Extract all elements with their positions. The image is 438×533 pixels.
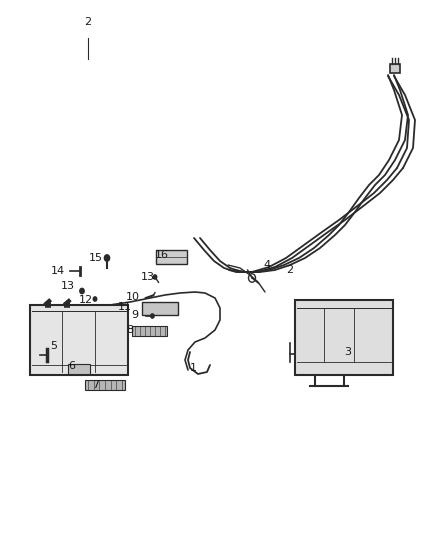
Text: 14: 14 [51, 266, 65, 276]
Text: 4: 4 [263, 260, 271, 270]
Circle shape [93, 297, 97, 301]
Bar [390, 64, 400, 74]
Circle shape [80, 288, 84, 294]
Bar [156, 250, 187, 264]
Text: 15: 15 [89, 253, 103, 263]
Bar [30, 305, 128, 375]
Text: 9: 9 [131, 310, 138, 320]
Text: 2: 2 [286, 265, 293, 275]
Bar [85, 380, 125, 390]
Text: 16: 16 [155, 250, 169, 260]
Circle shape [104, 255, 110, 261]
Text: 5: 5 [50, 341, 57, 351]
Text: 7: 7 [92, 380, 99, 390]
Text: 3: 3 [345, 347, 352, 357]
Text: 1: 1 [190, 363, 197, 373]
Text: 8: 8 [127, 325, 134, 335]
Circle shape [151, 314, 154, 318]
Circle shape [153, 275, 157, 279]
Text: 6: 6 [68, 361, 75, 371]
Bar [295, 300, 393, 375]
Text: 10: 10 [126, 292, 140, 302]
Text: 13: 13 [61, 281, 75, 291]
Bar [142, 302, 178, 315]
Bar [68, 364, 90, 374]
Text: 11: 11 [118, 302, 132, 312]
Text: 12: 12 [79, 295, 93, 305]
Text: 13: 13 [141, 272, 155, 282]
Text: 2: 2 [85, 17, 92, 27]
Bar [132, 326, 167, 336]
